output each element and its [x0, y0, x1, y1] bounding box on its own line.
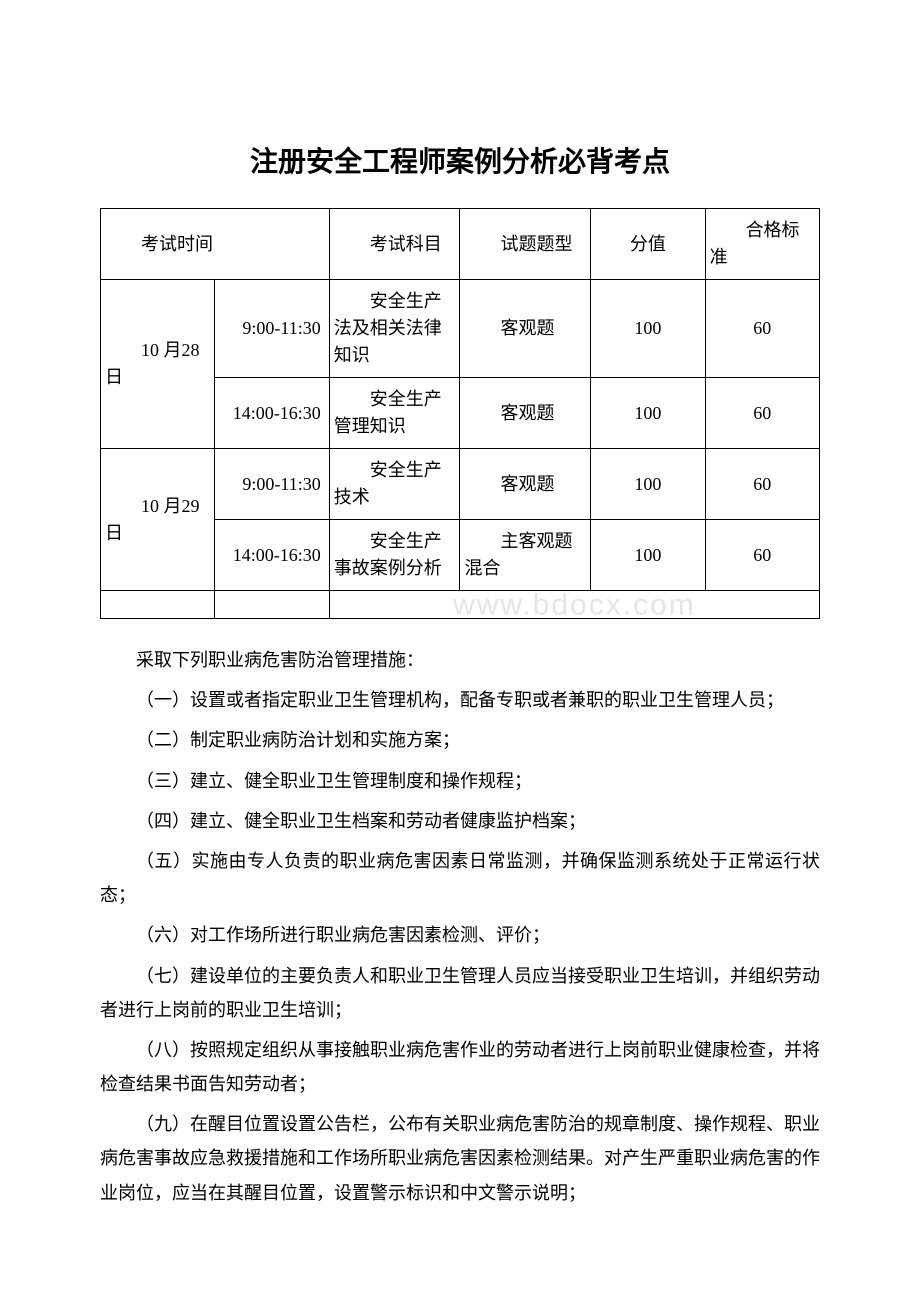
cell-score: 100 — [591, 378, 705, 449]
cell-type: 客观题 — [460, 449, 591, 520]
cell-subject: 安全生产事故案例分析 — [329, 520, 460, 591]
cell-time: 14:00-16:30 — [215, 520, 329, 591]
cell-time: 9:00-11:30 — [215, 449, 329, 520]
paragraph: （七）建设单位的主要负责人和职业卫生管理人员应当接受职业卫生培训，并组织劳动者进… — [100, 959, 820, 1027]
paragraph: 采取下列职业病危害防治管理措施： — [100, 643, 820, 677]
paragraph: （八）按照规定组织从事接触职业病危害作业的劳动者进行上岗前职业健康检查，并将检查… — [100, 1033, 820, 1101]
empty-cell — [101, 591, 215, 619]
paragraph: （三）建立、健全职业卫生管理制度和操作规程； — [100, 764, 820, 798]
cell-pass: 60 — [705, 520, 819, 591]
page-title: 注册安全工程师案例分析必背考点 — [100, 140, 820, 180]
paragraph: （五）实施由专人负责的职业病危害因素日常监测，并确保监测系统处于正常运行状态； — [100, 844, 820, 912]
cell-subject: 安全生产管理知识 — [329, 378, 460, 449]
cell-time: 9:00-11:30 — [215, 280, 329, 378]
cell-pass: 60 — [705, 378, 819, 449]
cell-score: 100 — [591, 449, 705, 520]
paragraph: （九）在醒目位置设置公告栏，公布有关职业病危害防治的规章制度、操作规程、职业病危… — [100, 1107, 820, 1210]
th-pass: 合格标准 — [705, 209, 819, 280]
cell-date: 10 月29 日 — [101, 449, 215, 591]
empty-cell: www.bdocx.com — [329, 591, 819, 619]
cell-time: 14:00-16:30 — [215, 378, 329, 449]
th-subject: 考试科目 — [329, 209, 460, 280]
cell-score: 100 — [591, 520, 705, 591]
table-empty-row: www.bdocx.com — [101, 591, 820, 619]
cell-subject: 安全生产法及相关法律知识 — [329, 280, 460, 378]
cell-subject: 安全生产技术 — [329, 449, 460, 520]
paragraph: （四）建立、健全职业卫生档案和劳动者健康监护档案； — [100, 804, 820, 838]
cell-date: 10 月28 日 — [101, 280, 215, 449]
cell-type: 客观题 — [460, 378, 591, 449]
paragraph: （六）对工作场所进行职业病危害因素检测、评价； — [100, 918, 820, 952]
paragraph: （二）制定职业病防治计划和实施方案； — [100, 723, 820, 757]
th-score: 分值 — [591, 209, 705, 280]
cell-pass: 60 — [705, 280, 819, 378]
body-content: 采取下列职业病危害防治管理措施： （一）设置或者指定职业卫生管理机构，配备专职或… — [100, 643, 820, 1210]
cell-score: 100 — [591, 280, 705, 378]
th-time: 考试时间 — [101, 209, 330, 280]
table-row: 10 月29 日 9:00-11:30 安全生产技术 客观题 100 60 — [101, 449, 820, 520]
cell-pass: 60 — [705, 449, 819, 520]
table-header-row: 考试时间 考试科目 试题题型 分值 合格标准 — [101, 209, 820, 280]
cell-type: 客观题 — [460, 280, 591, 378]
paragraph: （一）设置或者指定职业卫生管理机构，配备专职或者兼职的职业卫生管理人员； — [100, 683, 820, 717]
table-row: 10 月28 日 9:00-11:30 安全生产法及相关法律知识 客观题 100… — [101, 280, 820, 378]
schedule-table: 考试时间 考试科目 试题题型 分值 合格标准 10 月28 日 9:00-11:… — [100, 208, 820, 619]
th-type: 试题题型 — [460, 209, 591, 280]
cell-type: 主客观题混合 — [460, 520, 591, 591]
empty-cell — [215, 591, 329, 619]
